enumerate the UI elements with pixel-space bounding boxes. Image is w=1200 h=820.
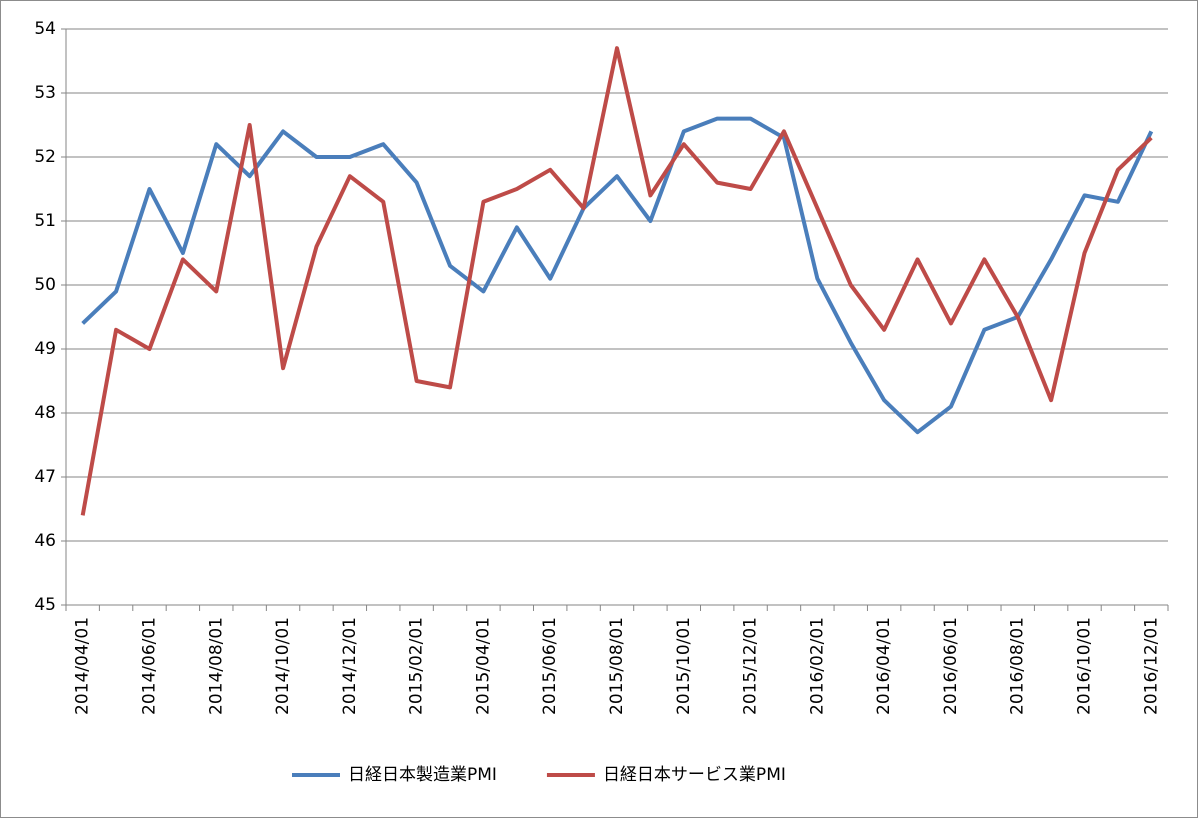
series-line: [81, 116, 1154, 435]
y-tick-label: 49: [34, 339, 56, 359]
x-tick-label: 2014/04/01: [73, 617, 93, 715]
x-tick-label: 2014/10/01: [273, 617, 293, 715]
x-tick-label: 2015/04/01: [473, 617, 493, 715]
x-tick-label: 2014/08/01: [206, 617, 226, 715]
x-tick-label: 2014/06/01: [139, 617, 159, 715]
series-line: [80, 46, 1153, 516]
y-tick-label: 51: [34, 211, 56, 231]
y-tick-label: 45: [34, 595, 56, 615]
x-tick-label: 2016/04/01: [874, 617, 894, 715]
x-tick-label: 2015/08/01: [607, 617, 627, 715]
x-tick-label: 2015/10/01: [674, 617, 694, 715]
x-tick-label: 2016/12/01: [1141, 617, 1161, 715]
x-tick-label: 2016/08/01: [1008, 617, 1028, 715]
x-tick-label: 2014/12/01: [340, 617, 360, 715]
y-tick-label: 46: [34, 531, 56, 551]
x-tick-label: 2016/10/01: [1075, 617, 1095, 715]
x-tick-label: 2015/12/01: [741, 617, 761, 715]
y-tick-label: 53: [34, 83, 56, 103]
y-tick-label: 52: [34, 147, 56, 167]
y-tick-label: 54: [34, 19, 56, 39]
x-tick-label: 2016/02/01: [807, 617, 827, 715]
x-tick-label: 2015/02/01: [407, 617, 427, 715]
y-tick-label: 50: [34, 275, 56, 295]
legend-label: 日経日本製造業PMI: [348, 765, 497, 785]
y-tick-label: 48: [34, 403, 56, 423]
y-tick-label: 47: [34, 467, 56, 487]
x-tick-label: 2016/06/01: [941, 617, 961, 715]
legend-label: 日経日本サービス業PMI: [603, 765, 786, 785]
x-tick-label: 2015/06/01: [540, 617, 560, 715]
